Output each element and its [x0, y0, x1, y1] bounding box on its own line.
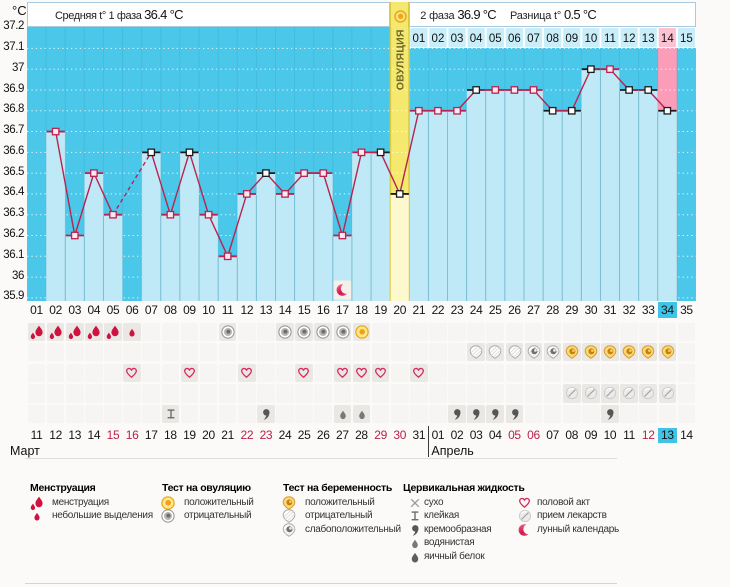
svg-text:09: 09 [565, 33, 578, 45]
svg-text:ОВУЛЯЦИЯ: ОВУЛЯЦИЯ [394, 29, 406, 90]
svg-text:06: 06 [508, 33, 521, 45]
svg-text:05: 05 [489, 33, 502, 45]
svg-text:04: 04 [470, 33, 483, 45]
svg-text:14: 14 [661, 33, 674, 45]
svg-text:12: 12 [623, 33, 636, 45]
svg-text:03: 03 [451, 33, 464, 45]
svg-text:10: 10 [584, 33, 597, 45]
svg-text:15: 15 [680, 33, 693, 45]
svg-text:07: 07 [527, 33, 540, 45]
svg-text:02: 02 [432, 33, 445, 45]
svg-text:08: 08 [546, 33, 559, 45]
svg-text:11: 11 [604, 33, 616, 45]
svg-text:01: 01 [412, 33, 425, 45]
svg-text:13: 13 [642, 33, 655, 45]
